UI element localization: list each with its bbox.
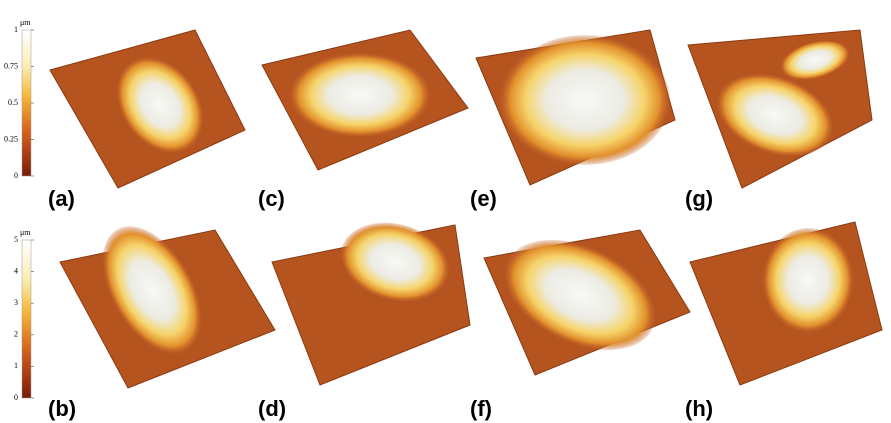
colorbar-tick-label: 4 bbox=[14, 266, 18, 275]
colorbar bbox=[22, 30, 31, 176]
colorbar-tick-label: 0 bbox=[14, 171, 18, 180]
colorbar-tick-label: 3 bbox=[14, 298, 18, 307]
colorbar-unit: μm bbox=[20, 18, 31, 27]
panel-label: (g) bbox=[685, 186, 713, 211]
panel-label: (e) bbox=[470, 186, 497, 211]
afm-cell bbox=[500, 35, 670, 165]
panel-label: (a) bbox=[48, 186, 75, 211]
panel-label: (d) bbox=[258, 396, 286, 421]
figure: μm00.250.50.751μm012345(a)(c)(e)(g)(b)(d… bbox=[0, 0, 891, 423]
colorbar-tick-label: 1 bbox=[14, 25, 18, 34]
colorbar bbox=[22, 240, 31, 398]
colorbar-tick-label: 0.25 bbox=[4, 134, 18, 143]
colorbar-unit: μm bbox=[20, 228, 31, 237]
panel-label: (b) bbox=[48, 396, 76, 421]
colorbar-tick-label: 0.5 bbox=[8, 98, 18, 107]
colorbar-tick-label: 0 bbox=[14, 393, 18, 402]
panel-label: (f) bbox=[470, 396, 492, 421]
colorbar-tick-label: 0.75 bbox=[4, 61, 18, 70]
colorbar-tick-label: 5 bbox=[14, 235, 18, 244]
afm-cell bbox=[763, 228, 853, 332]
afm-cell bbox=[290, 53, 430, 137]
colorbar-tick-label: 1 bbox=[14, 361, 18, 370]
panel-label: (h) bbox=[685, 396, 713, 421]
panel-label: (c) bbox=[258, 186, 285, 211]
colorbar-tick-label: 2 bbox=[14, 330, 18, 339]
